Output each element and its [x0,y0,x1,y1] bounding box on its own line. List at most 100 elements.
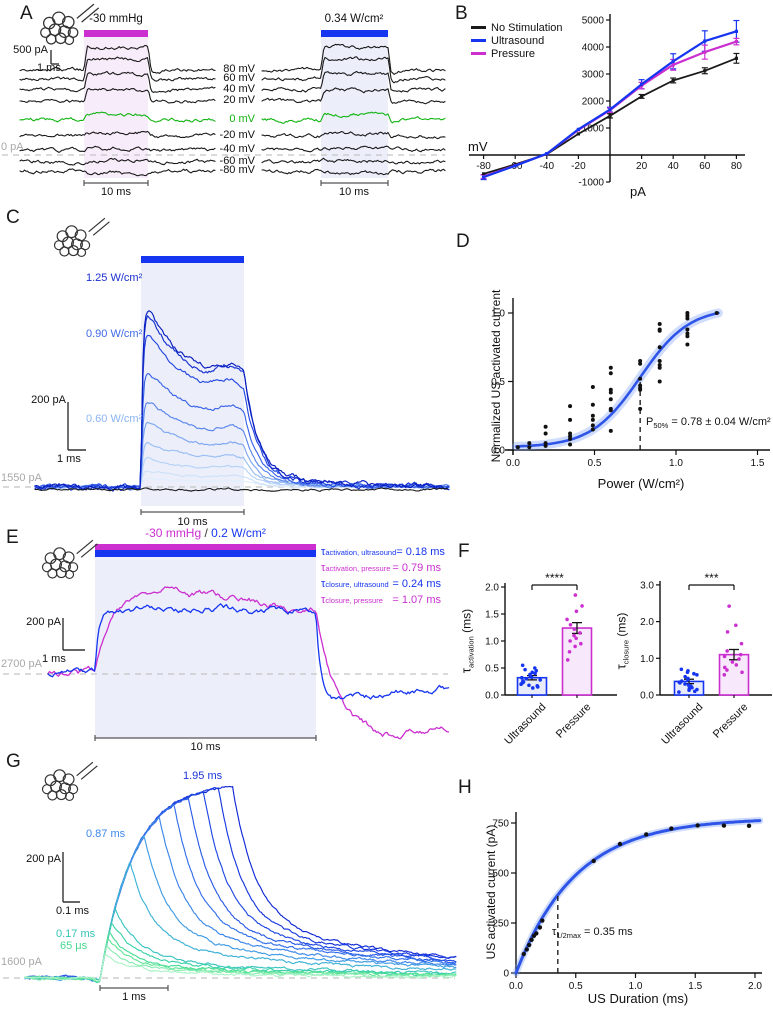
ultrasound-stim-bar [141,256,244,263]
svg-text:20: 20 [636,161,648,172]
y-axis-label: Normalized US activated current [489,289,503,463]
svg-text:2000: 2000 [582,97,605,108]
panel-letter-g: G [6,751,21,772]
voltage-label: -60 mV [219,155,255,167]
svg-text:-1000: -1000 [578,178,604,189]
svg-text:1.5: 1.5 [485,610,499,621]
svg-text:-40: -40 [540,161,555,172]
time-scale-label: 1 ms [42,653,66,665]
svg-text:2.0: 2.0 [748,981,762,992]
legend-label: No Stimulation [491,21,563,34]
svg-text:0.0: 0.0 [485,691,499,702]
legend-swatch [471,52,486,55]
panel-letter-d: D [456,231,470,252]
svg-text:0.5: 0.5 [588,458,602,469]
legend: No Stimulation Ultrasound Pressure [471,21,563,60]
pressure-stim-bar [95,544,316,550]
svg-text:1.5: 1.5 [751,458,765,469]
svg-text:****: **** [545,571,564,585]
y-axis-label: pA [630,184,646,199]
voltage-label: -40 mV [219,143,255,155]
tau-annotations: τ activation, ultrasound = 0.18 ms τ activat… [321,546,445,610]
legend-item: No Stimulation [471,21,563,34]
svg-text:***: *** [704,571,718,585]
svg-text:1.0: 1.0 [629,981,643,992]
svg-text:1000: 1000 [582,124,605,135]
current-scale-label: 200 pA [31,394,66,406]
cell-pipette-icon [41,539,98,580]
svg-text:2.0: 2.0 [485,583,499,594]
svg-text:60: 60 [699,161,711,172]
svg-text:3.0: 3.0 [640,580,654,591]
pressure-title-part: -30 mmHg [145,526,202,540]
svg-text:500: 500 [492,869,509,880]
power-label: 1.25 W/cm² [86,272,143,284]
voltage-label: -20 mV [219,129,255,141]
svg-text:1.0: 1.0 [669,458,683,469]
panel-letter-a: A [20,3,33,24]
tau-annotation-row: τ activation, pressure = 0.79 ms [321,562,441,574]
svg-text:250: 250 [492,919,509,930]
svg-text:1.0: 1.0 [491,309,505,320]
svg-text:0.0: 0.0 [506,458,520,469]
current-scale-label: 500 pA [13,44,48,56]
legend-item: Pressure [471,47,563,60]
panel-letter-b: B [455,3,468,24]
stim-title: -30 mmHg / 0.2 W/cm² [95,526,316,541]
baseline-current-label: 2700 pA [1,658,42,670]
time-bracket-label: 10 ms [339,186,369,198]
svg-text:2.0: 2.0 [640,617,654,628]
time-bracket-label: 10 ms [190,741,221,753]
y-axis-label: τactivation (ms) [458,608,476,674]
power-label: 0.60 W/cm² [86,413,143,425]
svg-text:1.0: 1.0 [640,654,654,665]
panel-letter-e: E [6,527,19,548]
panel-letter-h: H [458,777,472,798]
ultrasound-title-part: 0.2 W/cm² [211,526,266,540]
svg-text:4000: 4000 [582,43,605,54]
voltage-label: 0 mV [229,113,255,125]
duration-label: 0.87 ms [86,828,126,840]
tau-annotation-row: τ closure, pressure = 1.07 ms [321,594,441,606]
ultrasound-stim-bar [95,550,316,557]
current-scale-label: 200 pA [26,616,61,628]
cell-pipette-icon [40,3,100,46]
y-axis-label: US activated current (pA) [484,824,498,960]
x-axis-label: mV [468,139,488,154]
time-scale-label: 1 ms [37,62,61,74]
x-axis-label: Power (W/cm²) [597,476,685,491]
svg-text:0.5: 0.5 [491,377,505,388]
voltage-label: 80 mV [223,63,255,75]
svg-text:80: 80 [731,161,743,172]
svg-text:-80: -80 [476,161,491,172]
pressure-stim-label: -30 mmHg [89,13,143,25]
time-bracket-label: 10 ms [177,516,208,528]
panel-letter-c: C [6,207,20,228]
combined-stim-shade [95,556,316,738]
voltage-label: 20 mV [223,94,255,106]
svg-text:0.0: 0.0 [491,446,505,457]
legend-swatch [471,39,486,42]
p50-annotation: P50% = 0.78 ± 0.04 W/cm² [646,416,771,430]
x-axis-label: US Duration (ms) [587,991,689,1006]
cell-pipette-icon [53,217,110,258]
svg-text:1.0: 1.0 [485,637,499,648]
svg-text:0.5: 0.5 [485,664,499,675]
baseline-current-label: 0 pA [1,141,24,153]
duration-label: 0.17 ms [56,928,96,940]
tau-halfmax-annotation: τ1/2max = 0.35 ms [552,926,633,940]
legend-item: Ultrasound [471,34,563,47]
tau-annotation-row: τ activation, ultrasound = 0.18 ms [321,546,445,558]
panel-letter-f: F [458,541,470,562]
tau-annotation-row: τ closure, ultrasound = 0.24 ms [321,578,441,590]
voltage-label: 60 mV [223,72,255,84]
baseline-current-label: 1600 pA [1,956,42,968]
legend-label: Pressure [491,47,536,60]
time-scale-label: 0.1 ms [56,905,90,917]
time-scale-label: 1 ms [57,453,81,465]
svg-text:40: 40 [668,161,680,172]
ultrasound-stim-bar [321,30,388,37]
voltage-label: 40 mV [223,83,255,95]
